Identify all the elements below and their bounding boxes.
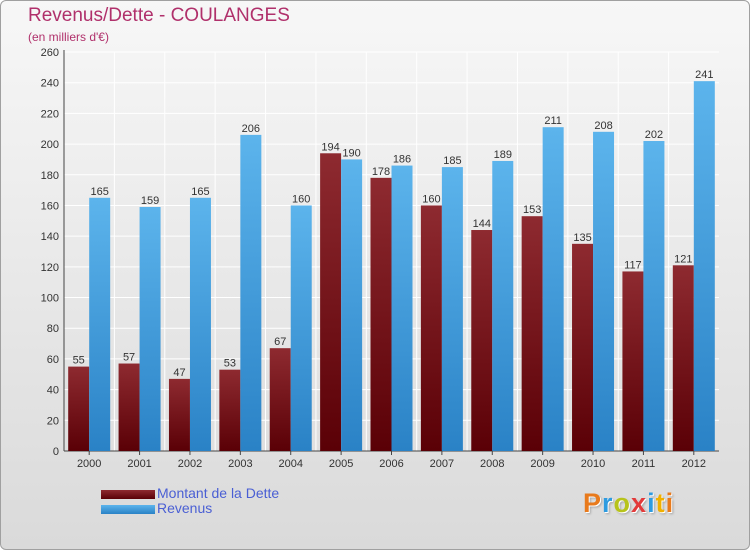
data-label-revenus: 165 (191, 186, 209, 198)
x-tick-labels: 2000 2001 2002 2003 2004 2005 2006 2007 2008 2009… (77, 458, 706, 470)
y-tick-label: 260 (41, 47, 59, 59)
bar-revenus (189, 197, 211, 451)
y-tick-labels: 0 20 40 60 80 100 120 140 160 180 200 220 240 260 (41, 47, 59, 458)
data-label-dette: 153 (523, 204, 541, 216)
data-label-revenus: 159 (141, 195, 159, 207)
y-tick-label: 160 (41, 200, 59, 212)
logo-letter: P (583, 488, 603, 518)
legend-swatch-dette (101, 490, 155, 499)
bar-dette (320, 153, 342, 452)
bar-dette (269, 348, 291, 451)
data-label-dette: 194 (321, 141, 339, 153)
y-tick-label: 180 (41, 170, 59, 182)
y-tick-label: 0 (53, 446, 59, 458)
bar-dette (68, 366, 90, 451)
bar-revenus (542, 127, 564, 451)
data-label-dette: 160 (422, 193, 440, 205)
bar-dette (622, 271, 644, 451)
data-label-dette: 117 (624, 259, 642, 271)
x-tick-label: 2006 (379, 458, 403, 470)
bar-dette (370, 177, 392, 452)
logo-letter: r (602, 488, 614, 518)
data-label-revenus: 165 (91, 186, 109, 198)
bar-dette (118, 363, 140, 451)
logo-letter: o (613, 488, 632, 518)
data-label-revenus: 206 (242, 123, 260, 135)
chart-subtitle: (en milliers d'€) (28, 30, 109, 44)
bar-revenus (441, 167, 463, 451)
y-tick-label: 100 (41, 293, 59, 305)
bar-revenus (240, 134, 262, 451)
data-label-dette: 178 (372, 166, 390, 178)
data-label-dette: 57 (123, 352, 135, 364)
y-tick-label: 40 (47, 385, 59, 397)
bar-dette (572, 243, 594, 451)
legend-label-dette: Montant de la Dette (157, 485, 280, 501)
y-tick-label: 120 (41, 262, 59, 274)
x-tick-label: 2001 (127, 458, 151, 470)
data-label-revenus: 190 (342, 147, 360, 159)
data-label-revenus: 208 (594, 120, 612, 132)
data-label-revenus: 186 (393, 154, 411, 166)
data-label-dette: 144 (473, 218, 491, 230)
x-tick-label: 2002 (178, 458, 202, 470)
logo-letter: t (655, 488, 666, 518)
data-label-revenus: 241 (695, 69, 713, 81)
x-tick-label: 2007 (430, 458, 454, 470)
data-label-dette: 53 (224, 358, 236, 370)
bar-revenus (492, 160, 514, 451)
data-label-dette: 121 (674, 253, 692, 265)
y-tick-label: 140 (41, 231, 59, 243)
bar-dette (471, 230, 493, 451)
y-tick-label: 60 (47, 354, 59, 366)
x-tick-label: 2004 (278, 458, 302, 470)
y-tick-label: 240 (41, 78, 59, 90)
bar-dette (672, 265, 694, 451)
y-tick-label: 200 (41, 139, 59, 151)
data-label-revenus: 185 (443, 155, 461, 167)
proxiti-logo: Proxiti (583, 488, 674, 519)
bars (68, 81, 715, 452)
bar-dette (168, 378, 190, 451)
y-tick-label: 20 (47, 415, 59, 427)
data-label-dette: 67 (274, 336, 286, 348)
x-tick-label: 2010 (581, 458, 605, 470)
y-tick-label: 80 (47, 323, 59, 335)
x-tick-label: 2000 (77, 458, 101, 470)
bar-dette (219, 369, 241, 451)
bar-revenus (290, 205, 312, 451)
bar-revenus (341, 159, 363, 451)
data-label-dette: 135 (573, 232, 591, 244)
data-label-dette: 55 (73, 355, 85, 367)
bar-revenus (391, 165, 413, 452)
logo-letter: x (631, 488, 648, 518)
chart-title: Revenus/Dette - COULANGES (28, 5, 290, 26)
bar-revenus (693, 81, 715, 452)
bar-revenus (643, 141, 665, 451)
x-tick-label: 2012 (682, 458, 706, 470)
logo-letter: i (665, 488, 675, 518)
x-tick-label: 2011 (632, 458, 656, 470)
bar-revenus (89, 197, 111, 451)
bar-dette (521, 216, 543, 451)
x-tick-label: 2009 (530, 458, 554, 470)
data-label-dette: 47 (173, 367, 185, 379)
bar-revenus (593, 131, 615, 452)
x-tick-label: 2003 (228, 458, 252, 470)
legend-label-revenus: Revenus (157, 500, 213, 516)
data-label-revenus: 189 (494, 149, 512, 161)
bar-dette (420, 205, 442, 451)
bar-revenus (139, 206, 161, 451)
data-label-revenus: 160 (292, 193, 310, 205)
y-tick-label: 220 (41, 108, 59, 120)
x-tick-label: 2008 (480, 458, 504, 470)
legend-swatch-revenus (101, 505, 155, 514)
x-tick-label: 2005 (329, 458, 353, 470)
logo-letter: i (647, 488, 656, 518)
data-label-revenus: 202 (645, 129, 663, 141)
data-label-revenus: 211 (544, 115, 562, 127)
